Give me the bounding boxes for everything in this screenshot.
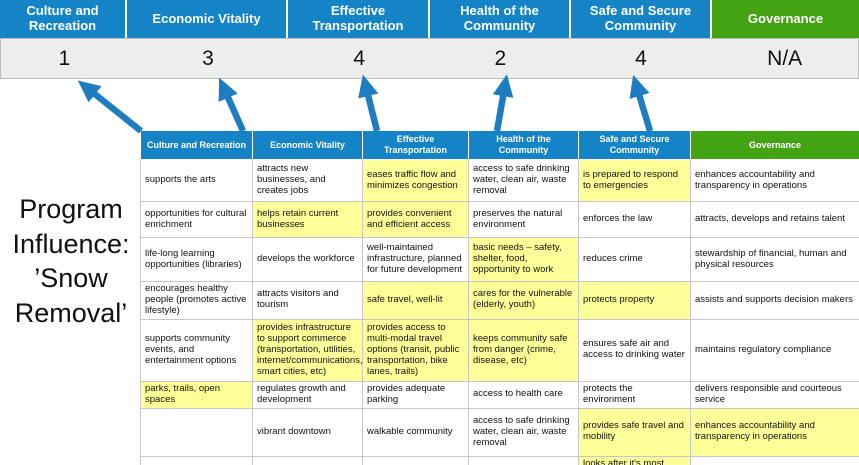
scoreboard-header-safe-secure-community: Safe and Secure Community bbox=[571, 0, 712, 38]
matrix-cell: provides safe travel and mobility bbox=[578, 407, 691, 457]
matrix-cell: attracts new businesses, and creates job… bbox=[252, 159, 363, 202]
matrix-cell: looks after it's most vulnerable bbox=[578, 455, 691, 465]
matrix-cell: develops the workforce bbox=[252, 237, 363, 282]
matrix-cell: access to safe drinking water, clean air… bbox=[468, 159, 579, 202]
matrix-header-cell: Effective Transportation bbox=[362, 130, 469, 160]
matrix-cell: reduces crime bbox=[578, 237, 691, 282]
matrix-cell: walkable community bbox=[362, 407, 469, 457]
matrix-cell bbox=[140, 407, 253, 457]
matrix-cell: regulates growth and development bbox=[252, 380, 363, 409]
scoreboard-header-economic-vitality: Economic Vitality bbox=[127, 0, 288, 38]
matrix-header-cell: Governance bbox=[690, 130, 859, 160]
table-row: opportunities for cultural enrichment hel… bbox=[140, 201, 859, 238]
scoreboard-header-row: Culture and Recreation Economic Vitality… bbox=[0, 0, 859, 38]
matrix-cell bbox=[468, 455, 579, 465]
matrix-cell: preserves the natural environment bbox=[468, 201, 579, 238]
matrix-cell: maintains regulatory compliance bbox=[690, 318, 859, 382]
up-arrow-icon bbox=[629, 74, 654, 132]
matrix-cell: enhances accountability and transparency… bbox=[690, 407, 859, 457]
table-row: encourages healthy people (promotes acti… bbox=[140, 281, 859, 320]
matrix-cell: provides infrastructure to support comme… bbox=[252, 318, 363, 382]
up-arrow-icon bbox=[492, 74, 514, 132]
table-row: looks after it's most vulnerable bbox=[140, 455, 859, 465]
matrix-header-cell: Safe and Secure Community bbox=[578, 130, 691, 160]
matrix-cell: eases traffic flow and minimizes congest… bbox=[362, 159, 469, 202]
matrix-cell: provides access to multi-modal travel op… bbox=[362, 318, 469, 382]
matrix-cell: enhances accountability and transparency… bbox=[690, 159, 859, 202]
matrix-cell: attracts, develops and retains talent bbox=[690, 201, 859, 238]
matrix-header-row: Culture and Recreation Economic Vitality E… bbox=[140, 130, 859, 160]
matrix-cell: keeps community safe from danger (crime,… bbox=[468, 318, 579, 382]
matrix-cell: supports community events, and entertain… bbox=[140, 318, 253, 382]
matrix-cell bbox=[362, 455, 469, 465]
scoreboard-header-governance: Governance bbox=[712, 0, 859, 38]
matrix-cell: life-long learning opportunities (librar… bbox=[140, 237, 253, 282]
matrix-cell: ensures safe air and access to drinking … bbox=[578, 318, 691, 382]
score-arrows-layer bbox=[77, 74, 654, 134]
matrix-cell: assists and supports decision makers bbox=[690, 281, 859, 320]
matrix-cell: provides adequate parking bbox=[362, 380, 469, 409]
matrix-cell: cares for the vulnerable (elderly, youth… bbox=[468, 281, 579, 320]
matrix-cell bbox=[690, 455, 859, 465]
matrix-cell: safe travel, well-lit bbox=[362, 281, 469, 320]
matrix-cell: protects the environment bbox=[578, 380, 691, 409]
matrix-header-cell: Economic Vitality bbox=[252, 130, 363, 160]
matrix-cell: delivers responsible and courteous servi… bbox=[690, 380, 859, 409]
up-arrow-icon bbox=[218, 77, 246, 133]
score-governance: N/A bbox=[767, 46, 803, 70]
matrix-cell: vibrant downtown bbox=[252, 407, 363, 457]
matrix-header-cell: Health of the Community bbox=[468, 130, 579, 160]
scoreboard-header-culture-recreation: Culture and Recreation bbox=[0, 0, 127, 38]
matrix-cell: stewardship of financial, human and phys… bbox=[690, 237, 859, 282]
matrix-cell: encourages healthy people (promotes acti… bbox=[140, 281, 253, 320]
page-title: Program Influence: ’Snow Removal’ bbox=[12, 194, 130, 328]
matrix-cell: basic needs – safety, shelter, food, opp… bbox=[468, 237, 579, 282]
matrix-cell: well-maintained infrastructure, planned … bbox=[362, 237, 469, 282]
influence-matrix: Culture and Recreation Economic Vitality E… bbox=[140, 130, 859, 465]
matrix-cell: provides convenient and efficient access bbox=[362, 201, 469, 238]
matrix-cell: parks, trails, open spaces bbox=[140, 380, 253, 409]
matrix-cell: is prepared to respond to emergencies bbox=[578, 159, 691, 202]
matrix-cell: protects property bbox=[578, 281, 691, 320]
score-health-community: 2 bbox=[494, 46, 507, 70]
matrix-cell bbox=[140, 455, 253, 465]
table-row: life-long learning opportunities (librar… bbox=[140, 237, 859, 282]
scoreboard-header-health-community: Health of the Community bbox=[430, 0, 571, 38]
score-effective-transportation: 4 bbox=[353, 46, 365, 70]
table-row: vibrant downtown walkable community access… bbox=[140, 407, 859, 457]
score-economic-vitality: 3 bbox=[202, 46, 214, 70]
up-arrow-icon bbox=[358, 74, 381, 132]
matrix-cell: attracts visitors and tourism bbox=[252, 281, 363, 320]
table-row: parks, trails, open spaces regulates grow… bbox=[140, 380, 859, 409]
matrix-cell: access to health care bbox=[468, 380, 579, 409]
scoreboard-header-effective-transportation: Effective Transportation bbox=[288, 0, 430, 38]
matrix-cell: enforces the law bbox=[578, 201, 691, 238]
matrix-cell bbox=[252, 455, 363, 465]
score-safe-secure-community: 4 bbox=[635, 46, 647, 70]
score-culture-recreation: 1 bbox=[58, 46, 71, 70]
matrix-header-cell: Culture and Recreation bbox=[140, 130, 253, 160]
up-arrow-icon bbox=[77, 80, 144, 134]
matrix-cell: access to safe drinking water, clean air… bbox=[468, 407, 579, 457]
matrix-cell: opportunities for cultural enrichment bbox=[140, 201, 253, 238]
table-row: supports the arts attracts new businesses… bbox=[140, 159, 859, 202]
matrix-cell: helps retain current businesses bbox=[252, 201, 363, 238]
matrix-cell: supports the arts bbox=[140, 159, 253, 202]
scoreboard-score-row: 1 3 4 2 4 N/A bbox=[0, 38, 859, 79]
table-row: supports community events, and entertain… bbox=[140, 318, 859, 382]
